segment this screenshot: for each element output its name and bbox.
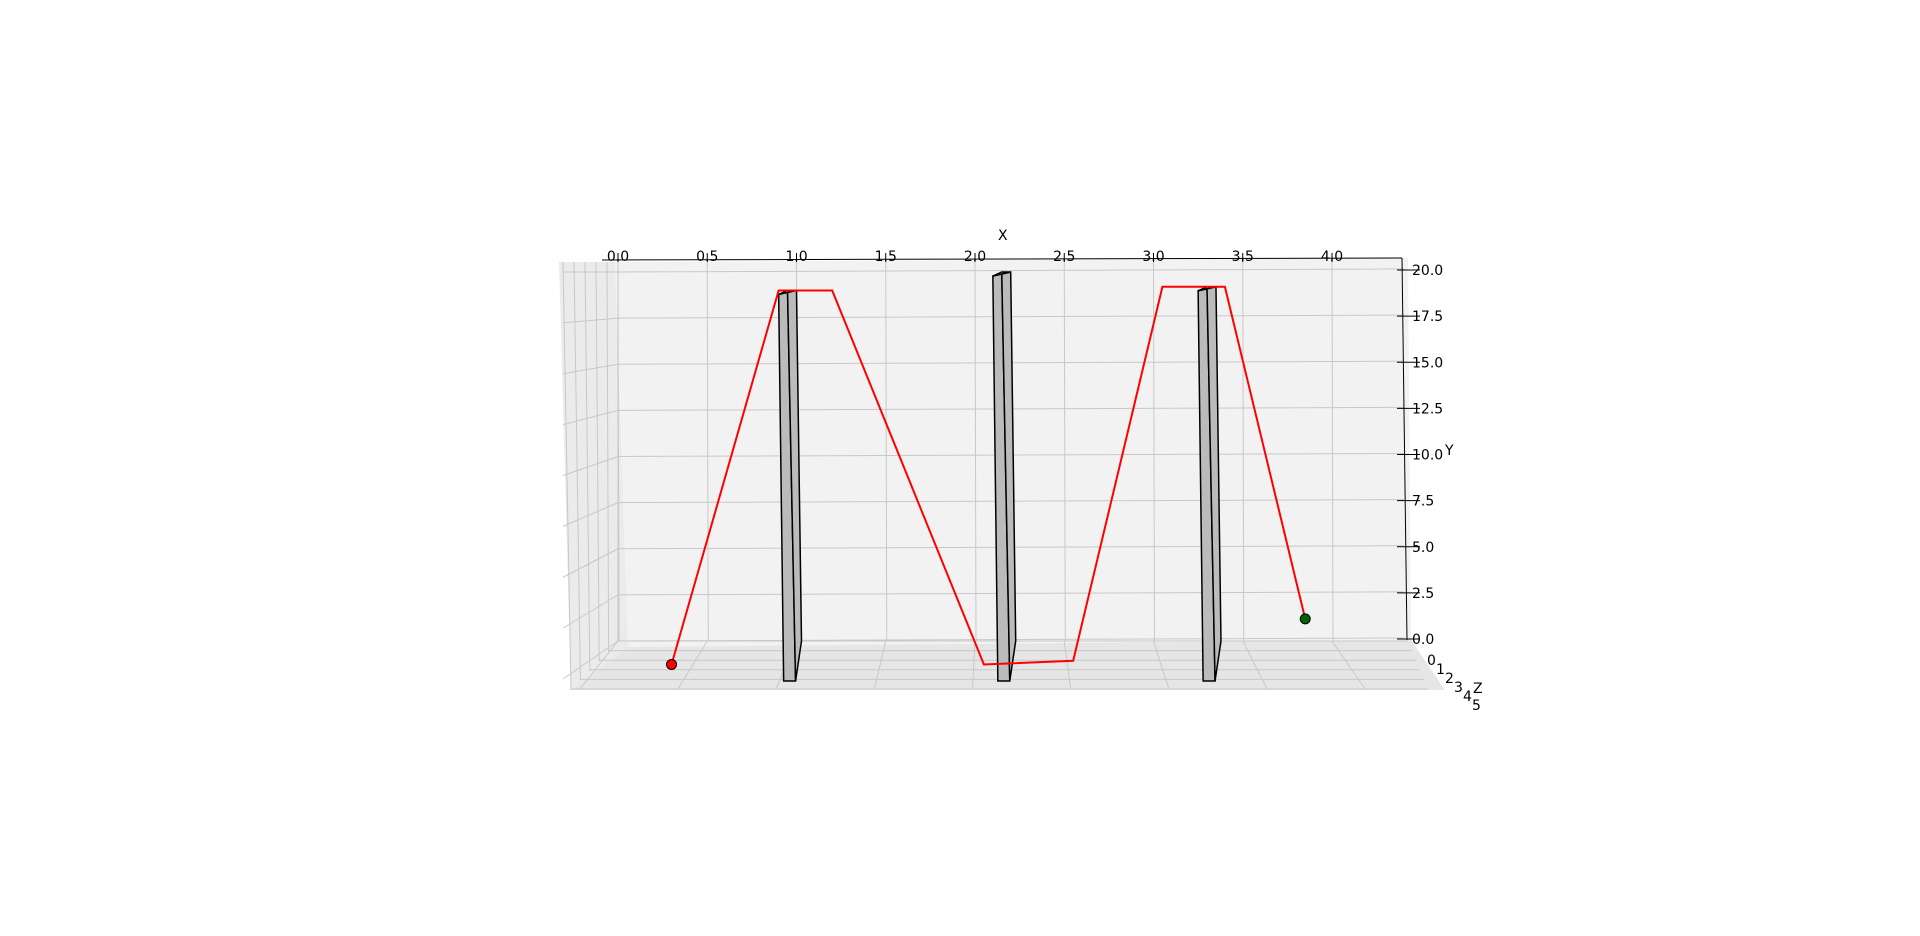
floor-grid-line xyxy=(1063,640,1072,690)
floor-grid-line xyxy=(972,640,976,690)
x-tick-label: 3.5 xyxy=(1232,249,1254,265)
y-tick-label: 7.5 xyxy=(1412,494,1434,510)
y-tick-label: 10.0 xyxy=(1412,448,1443,464)
x-tick-label: 2.5 xyxy=(1053,249,1075,265)
y-tick-label: 17.5 xyxy=(1412,309,1443,325)
side-grid-line xyxy=(562,456,619,476)
start-point xyxy=(666,658,678,670)
side-grid-line-z xyxy=(606,261,610,652)
side-grid-line-z xyxy=(562,261,572,691)
left-pane xyxy=(559,262,628,690)
floor-grid-line xyxy=(1242,640,1268,690)
z-tick-label: 4 xyxy=(1463,689,1472,705)
y-tick-label: 12.5 xyxy=(1412,401,1443,417)
x-tick-label: 4.0 xyxy=(1321,249,1343,265)
end-point xyxy=(1299,613,1311,625)
obstacle-1 xyxy=(777,289,803,682)
obstacle-top xyxy=(992,271,1011,277)
z-tick-label: 0 xyxy=(1427,653,1436,669)
z-tick-label: 2 xyxy=(1445,671,1454,687)
grid-line-x xyxy=(706,261,709,642)
z-tick-label: 3 xyxy=(1454,680,1463,696)
grid-lines xyxy=(562,261,1428,691)
side-grid-line xyxy=(562,502,619,527)
z-axis-label: Z xyxy=(1473,681,1483,697)
grid-line-y xyxy=(617,268,1405,273)
z-tick-label: 5 xyxy=(1472,698,1481,714)
side-grid-line-z xyxy=(584,261,591,671)
x-tick-label: 2.0 xyxy=(964,249,986,265)
floor-grid-line xyxy=(1153,640,1170,690)
y-axis-line xyxy=(1401,257,1408,641)
grid-line-x xyxy=(885,261,888,642)
x-tick-labels: 0.0 0.5 1.0 1.5 2.0 2.5 3.0 3.5 4.0 xyxy=(607,249,1343,265)
side-grid-line xyxy=(562,363,619,375)
side-grid-line xyxy=(562,317,619,324)
floor-grid-line xyxy=(873,640,887,690)
side-grid-line xyxy=(562,548,619,578)
y-tick-label: 20.0 xyxy=(1412,263,1443,279)
grid-line-x xyxy=(974,261,977,642)
path-line xyxy=(670,285,1307,666)
x-tick-label: 0.0 xyxy=(607,249,629,265)
obstacles-group xyxy=(777,271,1222,682)
grid-line-x xyxy=(1242,261,1245,642)
obstacle-2 xyxy=(992,271,1017,682)
y-axis-label: Y xyxy=(1444,443,1454,459)
y-tick-label: 2.5 xyxy=(1412,586,1434,602)
side-grid-line-z xyxy=(595,261,600,662)
x-tick-label: 0.5 xyxy=(696,249,718,265)
y-tick-label: 15.0 xyxy=(1412,355,1443,371)
floor-grid-line xyxy=(677,640,708,690)
grid-line-x xyxy=(1331,261,1334,642)
tick-marks xyxy=(617,253,1420,640)
x-tick-label: 1.5 xyxy=(875,249,897,265)
x-tick-label: 1.0 xyxy=(785,249,807,265)
y-tick-labels: 0.0 2.5 5.0 7.5 10.0 12.5 15.0 17.5 20.0 xyxy=(1412,263,1443,648)
z-tick-label: 1 xyxy=(1436,662,1445,678)
side-grid-line xyxy=(562,409,619,426)
x-tick-label: 3.0 xyxy=(1142,249,1164,265)
floor-grid-line xyxy=(1331,640,1366,690)
floor-grid-line xyxy=(579,640,619,690)
x-axis-line xyxy=(601,257,1403,261)
grid-line-x xyxy=(1063,261,1066,642)
y-tick-label: 5.0 xyxy=(1412,540,1434,556)
side-grid-line-z xyxy=(573,261,581,681)
x-axis-label: X xyxy=(998,228,1008,244)
y-tick-label: 0.0 xyxy=(1412,632,1434,648)
